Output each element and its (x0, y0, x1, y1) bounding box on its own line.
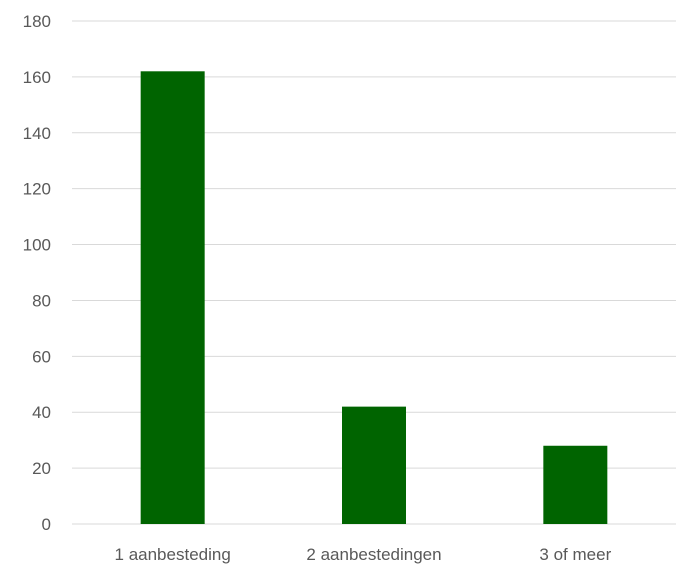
y-tick-label: 120 (23, 180, 51, 199)
x-category-label: 2 aanbestedingen (306, 545, 441, 564)
y-axis-tick-labels: 0 20 40 60 80 100 120 140 160 180 (23, 12, 51, 534)
bar-2 (342, 406, 406, 524)
y-tick-label: 160 (23, 68, 51, 87)
y-tick-label: 80 (32, 291, 51, 310)
y-tick-label: 60 (32, 347, 51, 366)
y-tick-label: 100 (23, 236, 51, 255)
y-tick-label: 0 (42, 515, 51, 534)
bars (140, 71, 608, 525)
y-tick-label: 40 (32, 403, 51, 422)
y-tick-label: 140 (23, 124, 51, 143)
bar-3 (543, 445, 608, 524)
y-tick-label: 20 (32, 459, 51, 478)
x-category-label: 1 aanbesteding (115, 545, 231, 564)
x-axis-category-labels: 1 aanbesteding 2 aanbestedingen 3 of meer (115, 545, 612, 564)
y-tick-label: 180 (23, 12, 51, 31)
bar-1 (140, 71, 205, 525)
x-category-label: 3 of meer (539, 545, 611, 564)
